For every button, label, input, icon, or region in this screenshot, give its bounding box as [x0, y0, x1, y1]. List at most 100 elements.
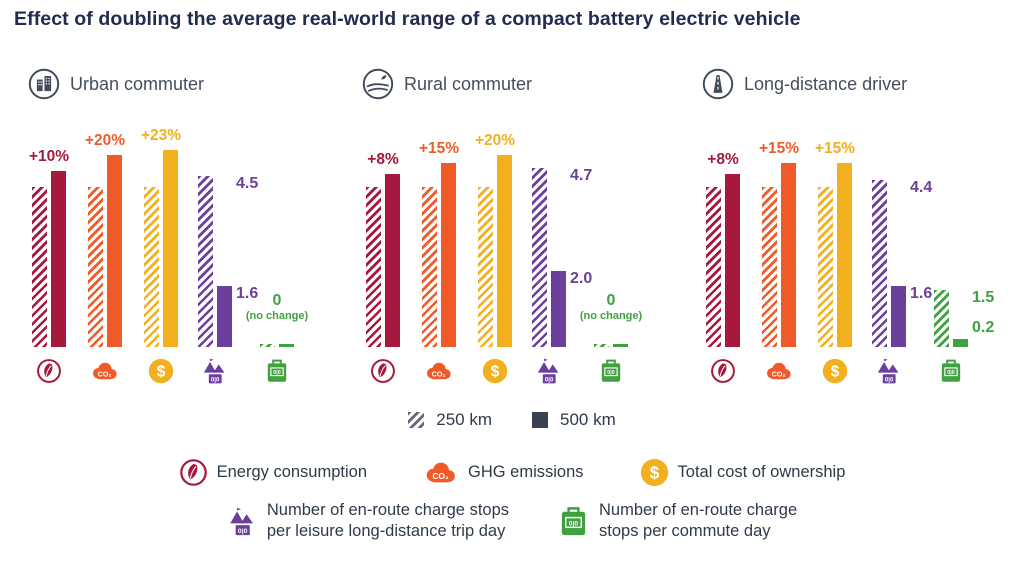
dollar-circle-icon: $	[482, 358, 508, 384]
leaf-energy-icon	[370, 358, 396, 384]
commute_stops-annotation: 0 (no change)	[577, 292, 645, 322]
bar-chart-urban: +10% +20% +23% 4.5 1.6 0 (no change)	[18, 127, 328, 347]
rural-commuter-leisure_stops-bar-250km	[532, 168, 547, 347]
energy-annotation: +10%	[28, 148, 70, 165]
commute_stops-value-label-500km: 0.2	[972, 319, 995, 337]
tco-annotation: +23%	[140, 127, 182, 145]
urban-commuter-ghg-bar-250km	[88, 187, 103, 347]
rural-commuter-energy-bar-500km	[385, 174, 400, 347]
leisure_stops-value-label-250km: 4.5	[236, 175, 259, 192]
briefcase-charge-icon: 0|0	[557, 505, 590, 538]
dollar-circle-icon: $	[148, 358, 174, 384]
rural-commuter-leisure_stops-bar-500km	[551, 271, 566, 347]
leisure_stops-value-label-250km: 4.4	[910, 178, 933, 196]
legend-item-ghg: CO₂ GHG emissions	[423, 460, 584, 485]
svg-text:0|0: 0|0	[273, 370, 280, 376]
ghg-annotation: +15%	[758, 140, 800, 157]
panel-header: Long-distance driver	[702, 68, 907, 100]
long-distance-driver-ghg-bar-500km	[781, 163, 796, 347]
panel-title: Rural commuter	[404, 73, 533, 94]
long-distance-driver-leisure_stops-bar-250km	[872, 179, 887, 347]
commute_stops-annotation-line-1: 0	[606, 292, 616, 310]
legend-label-energy: Energy consumption	[216, 463, 368, 481]
svg-text:CO₂: CO₂	[98, 371, 112, 379]
legend-label-ghg: GHG emissions	[468, 463, 584, 481]
urban-commuter-leisure_stops-bar-250km	[198, 176, 213, 347]
co2-cloud-icon: CO₂	[764, 361, 794, 382]
svg-text:0|0: 0|0	[238, 528, 248, 535]
commute_stops-annotation-line-2: (no change)	[245, 309, 309, 322]
briefcase-charge-icon: 0|0	[598, 358, 624, 384]
metric-legend-row-2: 0|0 Number of en-route charge stops per le…	[0, 500, 1024, 542]
legend-label-line-1: Number of en-route charge stops	[266, 501, 510, 519]
legend-500km-label: 500 km	[560, 410, 616, 429]
legend-label-tco: Total cost of ownership	[677, 463, 846, 481]
svg-text:0|0: 0|0	[947, 370, 954, 376]
mountain-road-sign-icon: 0|0	[875, 356, 903, 386]
urban-commuter-energy-bar-250km	[32, 187, 47, 347]
svg-text:0|0: 0|0	[569, 520, 579, 527]
mountain-road-sign-icon: 0|0	[201, 356, 229, 386]
co2-cloud-icon: CO₂	[90, 361, 120, 382]
energy-annotation: +8%	[707, 151, 739, 169]
tco-annotation: +20%	[474, 132, 516, 149]
long-distance-driver-energy-bar-250km	[706, 187, 721, 347]
svg-text:0|0: 0|0	[885, 376, 894, 383]
tco-annotation: +15%	[814, 140, 856, 157]
panel-long-distance-driver: Long-distance driver +8% +15% +15% 4.4 1.6 1.…	[692, 62, 1014, 392]
leaf-energy-icon	[179, 458, 208, 487]
leaf-energy-icon	[36, 358, 62, 384]
legend-item-leisure_stops: 0|0 Number of en-route charge stops per le…	[227, 500, 509, 542]
rural-commuter-tco-bar-250km	[478, 187, 493, 347]
hatched-swatch-250km	[408, 412, 425, 428]
rural-commuter-commute_stops-bar-250km	[594, 344, 609, 347]
legend-item-tco: $ Total cost of ownership	[640, 458, 846, 487]
long-distance-driver-ghg-bar-250km	[762, 187, 777, 347]
urban-commuter-commute_stops-bar-500km	[279, 344, 294, 347]
commute_stops-annotation: 0 (no change)	[243, 292, 311, 322]
long-distance-driver-energy-bar-500km	[725, 174, 740, 347]
svg-text:0|0: 0|0	[607, 370, 614, 376]
svg-text:0|0: 0|0	[211, 376, 220, 383]
rural-commuter-energy-bar-250km	[366, 187, 381, 347]
leisure_stops-value-label-250km: 4.7	[570, 167, 593, 185]
svg-text:CO₂: CO₂	[432, 371, 446, 379]
legend-item-energy: Energy consumption	[179, 458, 367, 487]
long-distance-driver-commute_stops-bar-500km	[953, 339, 968, 347]
dollar-circle-icon: $	[640, 458, 669, 487]
solid-swatch-500km	[532, 412, 548, 428]
urban-commuter-tco-bar-500km	[163, 150, 178, 347]
metric-icon-row: CO₂ $0|0 0|0	[18, 354, 328, 388]
highway-icon	[702, 68, 734, 100]
long-distance-driver-tco-bar-250km	[818, 187, 833, 347]
rural-commuter-ghg-bar-500km	[441, 163, 456, 347]
bar-chart-rural: +8% +15% +20% 4.7 2.0 0 (no change)	[352, 132, 662, 347]
panel-header: Urban commuter	[28, 68, 204, 100]
co2-cloud-icon: CO₂	[423, 460, 459, 485]
rural-commuter-tco-bar-500km	[497, 155, 512, 347]
chart-title: Effect of doubling the average real-worl…	[14, 8, 801, 30]
svg-text:CO₂: CO₂	[772, 371, 786, 379]
metric-icon-row: CO₂ $0|0 0|0	[352, 354, 662, 388]
svg-text:0|0: 0|0	[545, 376, 554, 383]
legend-item-commute_stops: 0|0 Number of en-route charge stops per co…	[557, 500, 797, 542]
mountain-road-sign-icon: 0|0	[227, 505, 258, 538]
urban-commuter-ghg-bar-500km	[107, 155, 122, 347]
legend-250km-label: 250 km	[436, 410, 492, 429]
svg-text:$: $	[491, 363, 500, 380]
bar-chart-long-distance: +8% +15% +15% 4.4 1.6 1.5 0.2	[692, 135, 1014, 347]
metric-legend-row-1: Energy consumption CO₂ GHG emissions $ Total…	[0, 458, 1024, 487]
long-distance-driver-tco-bar-500km	[837, 163, 852, 347]
commute_stops-value-label-250km: 1.5	[972, 289, 995, 306]
ghg-annotation: +15%	[418, 140, 460, 157]
svg-text:CO₂: CO₂	[432, 471, 449, 481]
leisure_stops-value-label-500km: 1.6	[236, 285, 259, 303]
rural-commuter-ghg-bar-250km	[422, 187, 437, 347]
legend-label-commute_stops: Number of en-route charge stops per commu…	[599, 500, 797, 542]
co2-cloud-icon: CO₂	[424, 361, 454, 382]
commute_stops-annotation-line-2: (no change)	[579, 309, 643, 322]
rural-commuter-commute_stops-bar-500km	[613, 344, 628, 347]
urban-commuter-commute_stops-bar-250km	[260, 344, 275, 347]
legend-label-line-2: per leisure long-distance trip day	[266, 522, 506, 541]
